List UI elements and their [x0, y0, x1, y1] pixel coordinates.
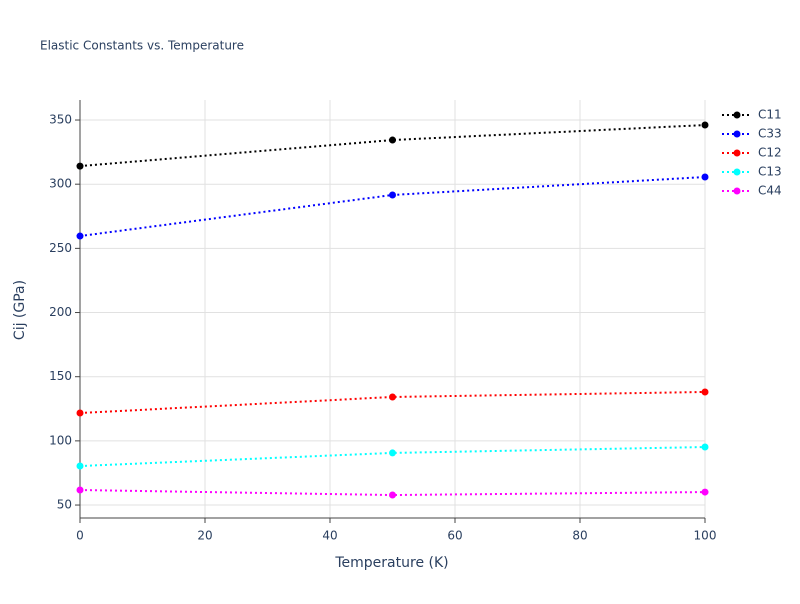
legend-marker [733, 111, 741, 119]
point [701, 388, 709, 396]
point [76, 462, 84, 470]
point [701, 121, 709, 129]
point [76, 162, 84, 170]
legend-label: C11 [758, 108, 782, 122]
chart-title: Elastic Constants vs. Temperature [40, 39, 244, 53]
x-tick-label: 20 [197, 529, 212, 543]
y-tick-label: 150 [49, 369, 72, 383]
legend-label: C33 [758, 127, 782, 141]
series-line [79, 390, 706, 415]
legend-label: C13 [758, 165, 782, 179]
point [701, 173, 709, 181]
y-tick-label: 350 [49, 113, 72, 127]
y-tick-label: 200 [49, 305, 72, 319]
x-axis-title: Temperature (K) [334, 555, 448, 571]
point [76, 409, 84, 417]
legend-marker [733, 168, 741, 176]
series-line [79, 446, 706, 468]
x-tick-label: 40 [322, 529, 337, 543]
y-tick-label: 250 [49, 241, 72, 255]
series-line [79, 489, 706, 497]
x-tick-label: 80 [572, 529, 587, 543]
point [389, 191, 396, 199]
x-tick-label: 0 [76, 529, 84, 543]
point [76, 486, 84, 494]
point [701, 488, 709, 496]
y-tick-label: 300 [49, 177, 72, 191]
legend-label: C44 [758, 184, 782, 198]
legend-marker [733, 149, 741, 157]
x-tick-label: 100 [694, 529, 717, 543]
point [76, 232, 84, 240]
legend-marker [733, 187, 741, 195]
y-tick-label: 100 [49, 433, 72, 447]
point [389, 136, 396, 144]
point [701, 443, 709, 451]
y-axis-title: Cij (GPa) [12, 280, 28, 340]
legend-label: C12 [758, 146, 782, 160]
legend-marker [733, 130, 741, 138]
y-tick-label: 50 [57, 498, 72, 512]
point [389, 393, 396, 401]
point [389, 449, 396, 457]
x-tick-label: 60 [447, 529, 462, 543]
point [389, 491, 396, 499]
